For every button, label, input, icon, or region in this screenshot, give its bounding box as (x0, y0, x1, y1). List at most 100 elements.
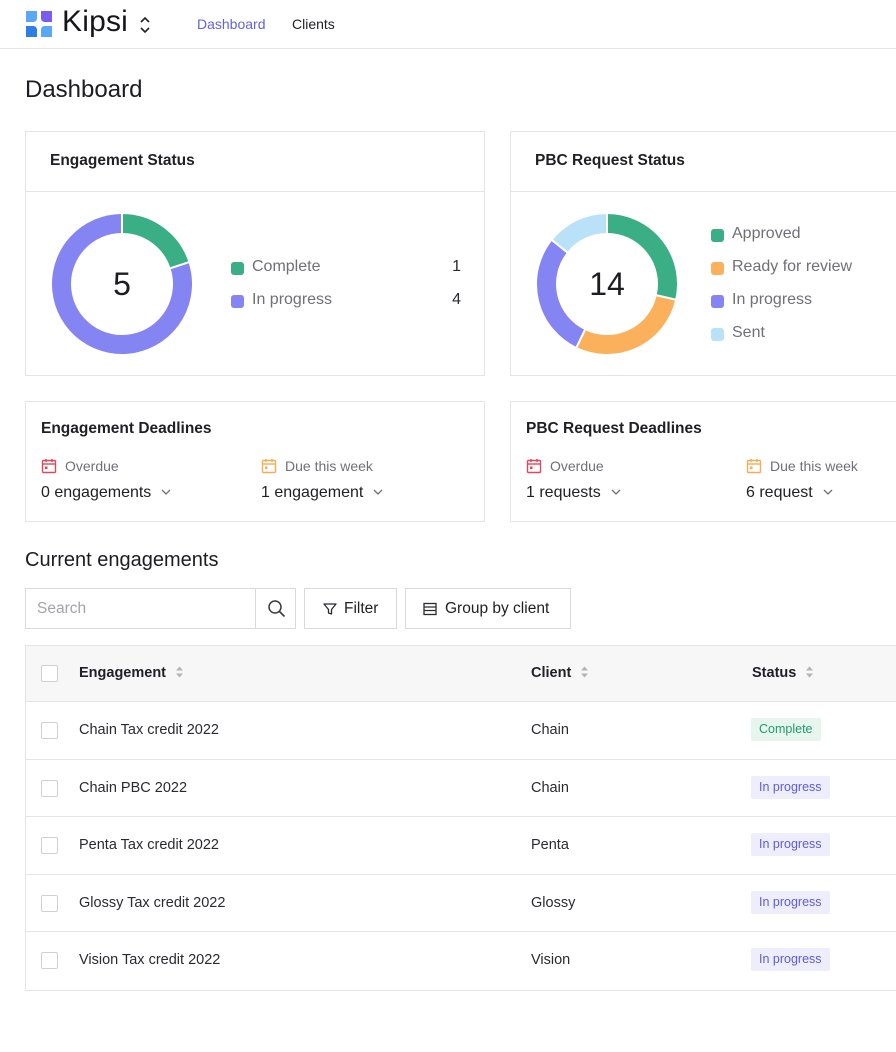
client-cell: Chain (531, 779, 569, 796)
legend-swatch (711, 328, 724, 341)
status-badge: In progress (751, 833, 830, 856)
sort-icon (806, 666, 814, 678)
pbc-deadlines-title: PBC Request Deadlines (526, 420, 702, 437)
chevron-down-icon (373, 489, 383, 496)
due-text: Due this week (285, 458, 373, 474)
calendar-overdue-icon (526, 459, 542, 474)
page-title: Dashboard (25, 76, 143, 103)
search-button[interactable] (255, 589, 296, 628)
nav-clients[interactable]: Clients (292, 16, 335, 32)
engagement-donut-segment-complete (121, 212, 191, 270)
column-label: Status (752, 665, 797, 681)
engagement-donut-segment-in-progress (50, 212, 194, 356)
legend-swatch (231, 295, 244, 308)
top-bar: Kipsi Dashboard Clients (0, 0, 896, 49)
legend-label: In progress (252, 291, 333, 308)
pbc-status-donut (535, 212, 679, 356)
search-icon (268, 600, 286, 618)
filter-label: Filter (344, 600, 379, 617)
engagement-status-card: Engagement Status 5 Complete 1 In progre… (25, 131, 485, 376)
row-checkbox[interactable] (41, 779, 58, 797)
pbc-deadlines-card: PBC Request Deadlines Overdue 1 requests… (510, 401, 896, 522)
engagement-deadlines-title: Engagement Deadlines (41, 420, 212, 437)
pbc-status-title: PBC Request Status (511, 132, 896, 192)
calendar-due-icon (261, 459, 277, 474)
engagement-deadlines-card: Engagement Deadlines Overdue 0 engagemen… (25, 401, 485, 522)
engagement-cell[interactable]: Glossy Tax credit 2022 (79, 894, 226, 911)
pbc-status-card: PBC Request Status 14 Approved Ready for… (510, 131, 896, 376)
engagement-due-dropdown[interactable]: 1 engagement (261, 484, 383, 502)
status-badge: In progress (751, 890, 830, 914)
engagement-status-donut (50, 212, 194, 356)
pbc-donut-segment-ready-for-review (574, 293, 678, 356)
column-header-client[interactable]: Client (531, 665, 589, 681)
row-checkbox[interactable] (41, 722, 58, 739)
engagement-cell[interactable]: Chain PBC 2022 (79, 779, 188, 796)
due-text: Due this week (770, 458, 858, 474)
sort-icon (581, 666, 589, 678)
engagement-cell[interactable]: Vision Tax credit 2022 (79, 952, 221, 968)
column-label: Client (531, 665, 572, 681)
pbc-total: 14 (589, 266, 625, 302)
brand-name[interactable]: Kipsi (62, 5, 129, 38)
row-checkbox[interactable] (41, 837, 58, 854)
calendar-due-icon (746, 459, 762, 474)
engagement-total: 5 (113, 266, 131, 302)
search-box (25, 588, 296, 629)
chevron-down-icon (823, 489, 833, 496)
table-row[interactable]: Glossy Tax credit 2022 Glossy In progres… (26, 875, 896, 932)
due-value: 6 request (746, 484, 813, 501)
table-row[interactable]: Chain PBC 2022 Chain In progress (26, 760, 896, 817)
client-cell: Glossy (531, 894, 576, 911)
overdue-value: 1 requests (526, 484, 601, 501)
select-all-checkbox[interactable] (41, 665, 58, 682)
overdue-value: 0 engagements (41, 484, 152, 501)
table-row[interactable]: Vision Tax credit 2022 Vision In progres… (26, 932, 896, 990)
row-checkbox[interactable] (41, 952, 58, 969)
engagements-table: Engagement Client Status Chain Tax credi… (25, 645, 896, 991)
legend-label: Complete (252, 258, 321, 275)
legend-swatch (711, 295, 724, 308)
legend-item-in-progress: In progress 4 (231, 291, 461, 311)
engagement-cell[interactable]: Penta Tax credit 2022 (79, 837, 219, 853)
overdue-text: Overdue (65, 458, 119, 474)
group-list-icon (423, 602, 437, 616)
kipsi-logo-icon[interactable] (24, 9, 54, 39)
engagement-status-title: Engagement Status (26, 132, 484, 192)
group-by-client-button[interactable]: Group by client (405, 588, 571, 629)
legend-swatch (231, 262, 244, 275)
column-header-engagement[interactable]: Engagement (79, 665, 184, 681)
table-row[interactable]: Penta Tax credit 2022 Penta In progress (26, 817, 896, 875)
legend-label: Approved (732, 225, 801, 242)
pbc-donut-segment-sent (550, 212, 608, 255)
engagement-cell[interactable]: Chain Tax credit 2022 (79, 722, 219, 738)
section-title-current-engagements: Current engagements (25, 549, 219, 571)
legend-label: Ready for review (732, 258, 853, 275)
status-badge: In progress (751, 775, 830, 799)
pbc-due-dropdown[interactable]: 6 request (746, 484, 833, 502)
search-input[interactable] (26, 589, 255, 628)
overdue-text: Overdue (550, 458, 604, 474)
client-cell: Vision (531, 952, 571, 968)
legend-count: 4 (452, 291, 461, 308)
filter-button[interactable]: Filter (304, 588, 397, 629)
row-checkbox[interactable] (41, 894, 58, 912)
legend-count: 1 (452, 258, 461, 275)
due-value: 1 engagement (261, 484, 364, 501)
legend-swatch (711, 229, 724, 242)
group-by-client-label: Group by client (445, 600, 550, 617)
switcher-chevrons-icon[interactable] (138, 14, 152, 36)
status-badge: In progress (751, 948, 830, 971)
client-cell: Chain (531, 722, 569, 738)
table-header: Engagement Client Status (26, 646, 896, 702)
pbc-overdue-dropdown[interactable]: 1 requests (526, 484, 621, 502)
legend-swatch (711, 262, 724, 275)
nav-dashboard[interactable]: Dashboard (197, 16, 266, 32)
calendar-overdue-icon (41, 459, 57, 474)
engagement-overdue-dropdown[interactable]: 0 engagements (41, 484, 171, 502)
client-cell: Penta (531, 837, 569, 853)
chevron-down-icon (161, 489, 171, 496)
legend-label: In progress (732, 291, 813, 308)
column-header-status[interactable]: Status (752, 665, 814, 681)
table-row[interactable]: Chain Tax credit 2022 Chain Complete (26, 702, 896, 760)
